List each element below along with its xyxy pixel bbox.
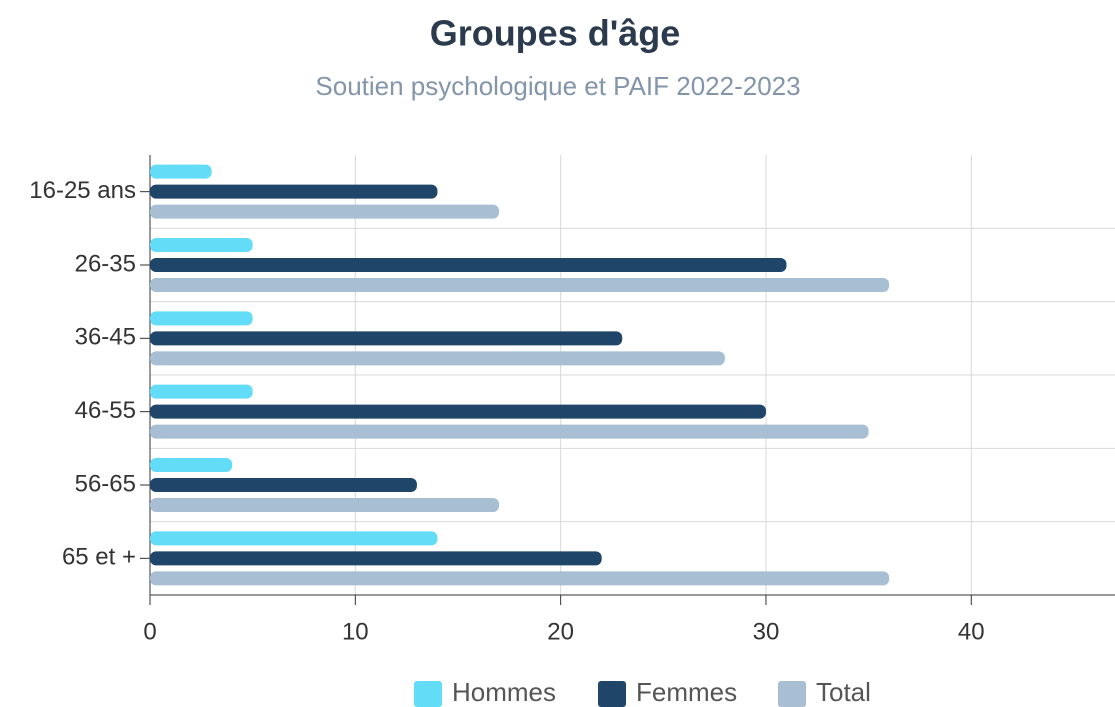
bar: [150, 164, 212, 179]
legend-swatch: [598, 681, 626, 707]
bar: [150, 478, 417, 492]
bar: [150, 311, 253, 326]
x-tick-label: 0: [143, 618, 156, 645]
bar: [150, 531, 438, 546]
bar: [150, 498, 500, 512]
y-tick-label: 36-45: [75, 324, 136, 351]
bar: [150, 204, 500, 219]
legend-label: Femmes: [636, 677, 737, 707]
bar: [150, 258, 787, 272]
bar: [150, 424, 869, 439]
legend-label: Total: [816, 677, 871, 707]
y-tick-label: 46-55: [75, 397, 136, 424]
bar: [150, 571, 890, 586]
legend-label: Hommes: [452, 677, 556, 707]
bar: [150, 458, 233, 472]
y-tick-label: 56-65: [75, 470, 136, 497]
x-tick-label: 30: [753, 618, 780, 645]
bar: [150, 278, 890, 292]
bar: [150, 551, 602, 566]
bar: [150, 351, 725, 366]
y-tick-label: 16-25 ans: [29, 177, 136, 204]
y-tick-label: 26-35: [75, 250, 136, 277]
y-tick-label: 65 et +: [62, 544, 136, 571]
bar: [150, 238, 253, 252]
chart-title: Groupes d'âge: [430, 13, 681, 54]
legend-swatch: [778, 681, 806, 707]
bar: [150, 384, 253, 399]
x-tick-label: 20: [547, 618, 574, 645]
x-tick-label: 10: [342, 618, 369, 645]
x-tick-label: 40: [958, 618, 985, 645]
legend-swatch: [414, 681, 442, 707]
bar: [150, 184, 438, 199]
chart-subtitle: Soutien psychologique et PAIF 2022-2023: [315, 71, 800, 101]
bar: [150, 404, 766, 419]
bar: [150, 331, 623, 346]
